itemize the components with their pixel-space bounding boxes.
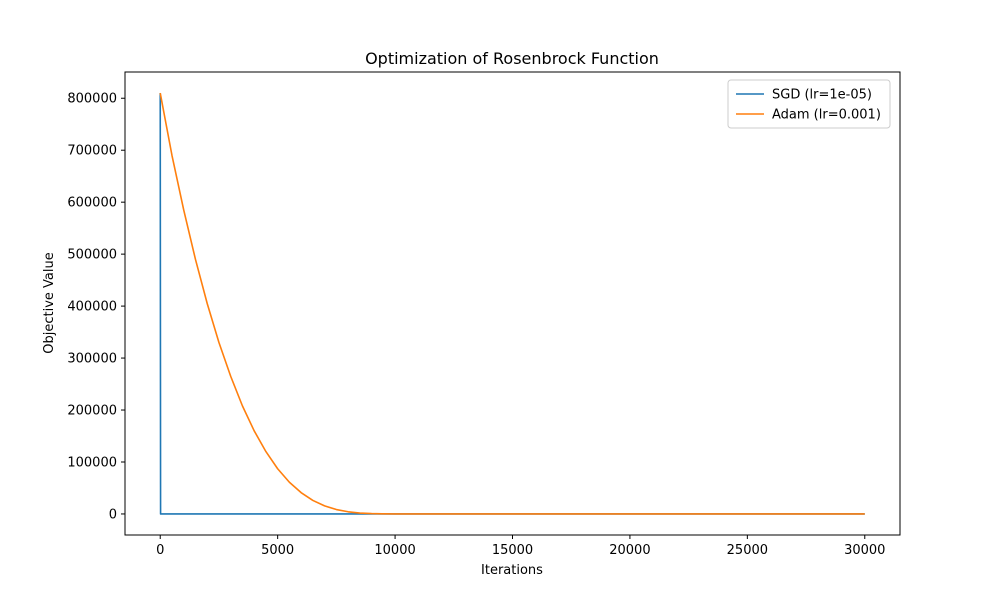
y-axis-label: Objective Value bbox=[42, 252, 57, 353]
y-tick-label: 100000 bbox=[67, 455, 117, 470]
x-axis: 0 5000 10000 15000 20000 25000 30000 bbox=[156, 535, 885, 558]
legend-box bbox=[727, 79, 891, 129]
legend-label: SGD (lr=1e-05) bbox=[772, 88, 872, 103]
series-line-adam bbox=[159, 92, 865, 515]
series-layer bbox=[159, 92, 865, 515]
x-tick-label: 0 bbox=[156, 543, 164, 558]
y-tick-label: 800000 bbox=[67, 92, 117, 107]
x-tick-label: 10000 bbox=[374, 543, 415, 558]
y-tick-label: 0 bbox=[109, 507, 117, 522]
chart-title: Optimization of Rosenbrock Function bbox=[365, 49, 659, 68]
plot-frame bbox=[124, 71, 901, 536]
x-tick-label: 25000 bbox=[727, 543, 768, 558]
x-tick-label: 15000 bbox=[492, 543, 533, 558]
legend: SGD (lr=1e-05) Adam (lr=0.001) bbox=[727, 79, 891, 129]
x-axis-label: Iterations bbox=[481, 563, 543, 578]
legend-label: Adam (lr=0.001) bbox=[772, 108, 881, 123]
x-tick-label: 20000 bbox=[609, 543, 650, 558]
y-axis: 0 100000 200000 300000 400000 500000 600000 700… bbox=[67, 92, 125, 522]
x-tick-label: 5000 bbox=[261, 543, 294, 558]
y-tick-label: 400000 bbox=[67, 300, 117, 315]
x-tick-label: 30000 bbox=[844, 543, 885, 558]
y-tick-label: 600000 bbox=[67, 196, 117, 211]
y-tick-label: 300000 bbox=[67, 352, 117, 367]
y-tick-label: 200000 bbox=[67, 404, 117, 419]
y-tick-label: 700000 bbox=[67, 144, 117, 159]
y-tick-label: 500000 bbox=[67, 248, 117, 263]
